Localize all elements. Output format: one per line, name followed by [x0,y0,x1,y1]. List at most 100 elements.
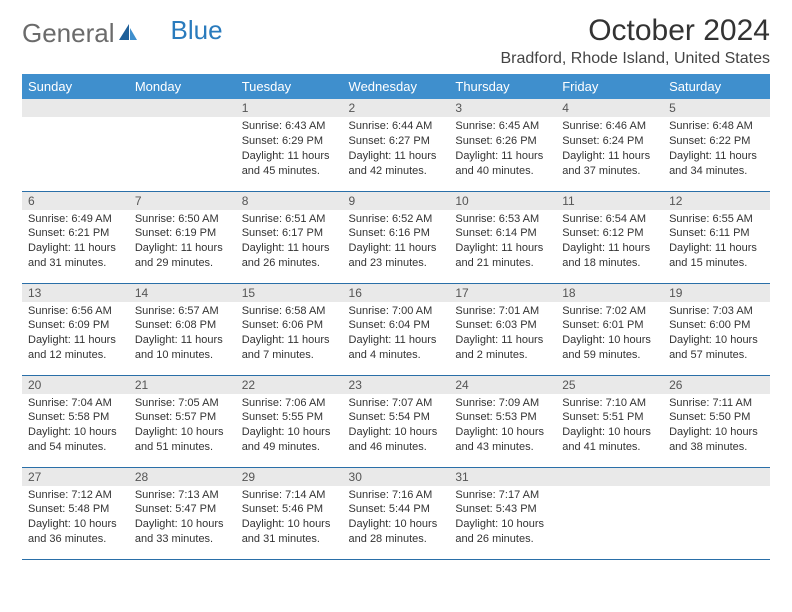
daylight-text: Daylight: 11 hours and 45 minutes. [242,149,337,179]
calendar-cell [22,99,129,191]
sunset-text: Sunset: 6:12 PM [562,226,657,241]
calendar-table: SundayMondayTuesdayWednesdayThursdayFrid… [22,74,770,560]
daylight-text: Daylight: 11 hours and 31 minutes. [28,241,123,271]
sunset-text: Sunset: 5:57 PM [135,410,230,425]
brand-logo: General Blue [22,14,223,49]
day-details: Sunrise: 6:58 AMSunset: 6:06 PMDaylight:… [236,302,343,367]
sunset-text: Sunset: 6:22 PM [669,134,764,149]
day-details: Sunrise: 7:17 AMSunset: 5:43 PMDaylight:… [449,486,556,551]
day-number: 20 [22,376,129,394]
day-details: Sunrise: 7:13 AMSunset: 5:47 PMDaylight:… [129,486,236,551]
day-number: 19 [663,284,770,302]
weekday-header: Sunday [22,74,129,99]
daylight-text: Daylight: 11 hours and 15 minutes. [669,241,764,271]
brand-part2: Blue [171,15,223,46]
day-details: Sunrise: 6:57 AMSunset: 6:08 PMDaylight:… [129,302,236,367]
day-number: 17 [449,284,556,302]
sunset-text: Sunset: 6:16 PM [349,226,444,241]
day-number: 22 [236,376,343,394]
calendar-cell: 7Sunrise: 6:50 AMSunset: 6:19 PMDaylight… [129,191,236,283]
sunset-text: Sunset: 6:14 PM [455,226,550,241]
daylight-text: Daylight: 10 hours and 26 minutes. [455,517,550,547]
sunrise-text: Sunrise: 7:16 AM [349,488,444,503]
day-number: 12 [663,192,770,210]
empty-daynum [129,99,236,117]
sunrise-text: Sunrise: 6:50 AM [135,212,230,227]
day-details: Sunrise: 7:09 AMSunset: 5:53 PMDaylight:… [449,394,556,459]
day-number: 13 [22,284,129,302]
calendar-cell: 23Sunrise: 7:07 AMSunset: 5:54 PMDayligh… [343,375,450,467]
calendar-cell: 13Sunrise: 6:56 AMSunset: 6:09 PMDayligh… [22,283,129,375]
sunset-text: Sunset: 6:29 PM [242,134,337,149]
calendar-cell: 2Sunrise: 6:44 AMSunset: 6:27 PMDaylight… [343,99,450,191]
calendar-cell: 15Sunrise: 6:58 AMSunset: 6:06 PMDayligh… [236,283,343,375]
sunrise-text: Sunrise: 6:45 AM [455,119,550,134]
sunrise-text: Sunrise: 6:43 AM [242,119,337,134]
sunset-text: Sunset: 5:44 PM [349,502,444,517]
calendar-cell: 28Sunrise: 7:13 AMSunset: 5:47 PMDayligh… [129,467,236,559]
day-details: Sunrise: 7:11 AMSunset: 5:50 PMDaylight:… [663,394,770,459]
sunset-text: Sunset: 5:53 PM [455,410,550,425]
weekday-header: Wednesday [343,74,450,99]
calendar-cell: 19Sunrise: 7:03 AMSunset: 6:00 PMDayligh… [663,283,770,375]
sunset-text: Sunset: 5:46 PM [242,502,337,517]
daylight-text: Daylight: 10 hours and 49 minutes. [242,425,337,455]
sunrise-text: Sunrise: 6:44 AM [349,119,444,134]
calendar-cell: 21Sunrise: 7:05 AMSunset: 5:57 PMDayligh… [129,375,236,467]
header: General Blue October 2024 Bradford, Rhod… [22,14,770,68]
sunrise-text: Sunrise: 6:58 AM [242,304,337,319]
calendar-cell: 25Sunrise: 7:10 AMSunset: 5:51 PMDayligh… [556,375,663,467]
daylight-text: Daylight: 11 hours and 34 minutes. [669,149,764,179]
daylight-text: Daylight: 10 hours and 57 minutes. [669,333,764,363]
day-number: 21 [129,376,236,394]
day-number: 28 [129,468,236,486]
daylight-text: Daylight: 10 hours and 54 minutes. [28,425,123,455]
calendar-week-row: 1Sunrise: 6:43 AMSunset: 6:29 PMDaylight… [22,99,770,191]
daylight-text: Daylight: 11 hours and 26 minutes. [242,241,337,271]
location-label: Bradford, Rhode Island, United States [501,50,771,68]
calendar-cell: 31Sunrise: 7:17 AMSunset: 5:43 PMDayligh… [449,467,556,559]
day-details: Sunrise: 7:03 AMSunset: 6:00 PMDaylight:… [663,302,770,367]
calendar-page: General Blue October 2024 Bradford, Rhod… [0,0,792,612]
sunrise-text: Sunrise: 7:00 AM [349,304,444,319]
sunset-text: Sunset: 5:51 PM [562,410,657,425]
sunset-text: Sunset: 5:47 PM [135,502,230,517]
day-number: 5 [663,99,770,117]
calendar-cell: 4Sunrise: 6:46 AMSunset: 6:24 PMDaylight… [556,99,663,191]
day-details: Sunrise: 7:00 AMSunset: 6:04 PMDaylight:… [343,302,450,367]
day-number: 11 [556,192,663,210]
day-details: Sunrise: 6:54 AMSunset: 6:12 PMDaylight:… [556,210,663,275]
sunrise-text: Sunrise: 7:02 AM [562,304,657,319]
day-number: 10 [449,192,556,210]
sunrise-text: Sunrise: 7:06 AM [242,396,337,411]
day-details: Sunrise: 6:49 AMSunset: 6:21 PMDaylight:… [22,210,129,275]
daylight-text: Daylight: 10 hours and 51 minutes. [135,425,230,455]
sunset-text: Sunset: 5:48 PM [28,502,123,517]
daylight-text: Daylight: 10 hours and 31 minutes. [242,517,337,547]
daylight-text: Daylight: 11 hours and 18 minutes. [562,241,657,271]
daylight-text: Daylight: 11 hours and 10 minutes. [135,333,230,363]
sunset-text: Sunset: 6:03 PM [455,318,550,333]
daylight-text: Daylight: 10 hours and 28 minutes. [349,517,444,547]
daylight-text: Daylight: 11 hours and 40 minutes. [455,149,550,179]
day-details: Sunrise: 7:14 AMSunset: 5:46 PMDaylight:… [236,486,343,551]
day-details: Sunrise: 6:43 AMSunset: 6:29 PMDaylight:… [236,117,343,182]
daylight-text: Daylight: 10 hours and 46 minutes. [349,425,444,455]
sunset-text: Sunset: 6:08 PM [135,318,230,333]
day-number: 27 [22,468,129,486]
day-details: Sunrise: 6:51 AMSunset: 6:17 PMDaylight:… [236,210,343,275]
day-number: 26 [663,376,770,394]
sunset-text: Sunset: 5:58 PM [28,410,123,425]
day-details: Sunrise: 7:06 AMSunset: 5:55 PMDaylight:… [236,394,343,459]
calendar-cell: 29Sunrise: 7:14 AMSunset: 5:46 PMDayligh… [236,467,343,559]
weekday-header: Saturday [663,74,770,99]
day-details: Sunrise: 6:53 AMSunset: 6:14 PMDaylight:… [449,210,556,275]
title-block: October 2024 Bradford, Rhode Island, Uni… [501,14,771,68]
sunset-text: Sunset: 6:17 PM [242,226,337,241]
sunrise-text: Sunrise: 6:55 AM [669,212,764,227]
weekday-header: Monday [129,74,236,99]
weekday-header-row: SundayMondayTuesdayWednesdayThursdayFrid… [22,74,770,99]
sunset-text: Sunset: 5:55 PM [242,410,337,425]
calendar-cell: 18Sunrise: 7:02 AMSunset: 6:01 PMDayligh… [556,283,663,375]
sunset-text: Sunset: 6:21 PM [28,226,123,241]
